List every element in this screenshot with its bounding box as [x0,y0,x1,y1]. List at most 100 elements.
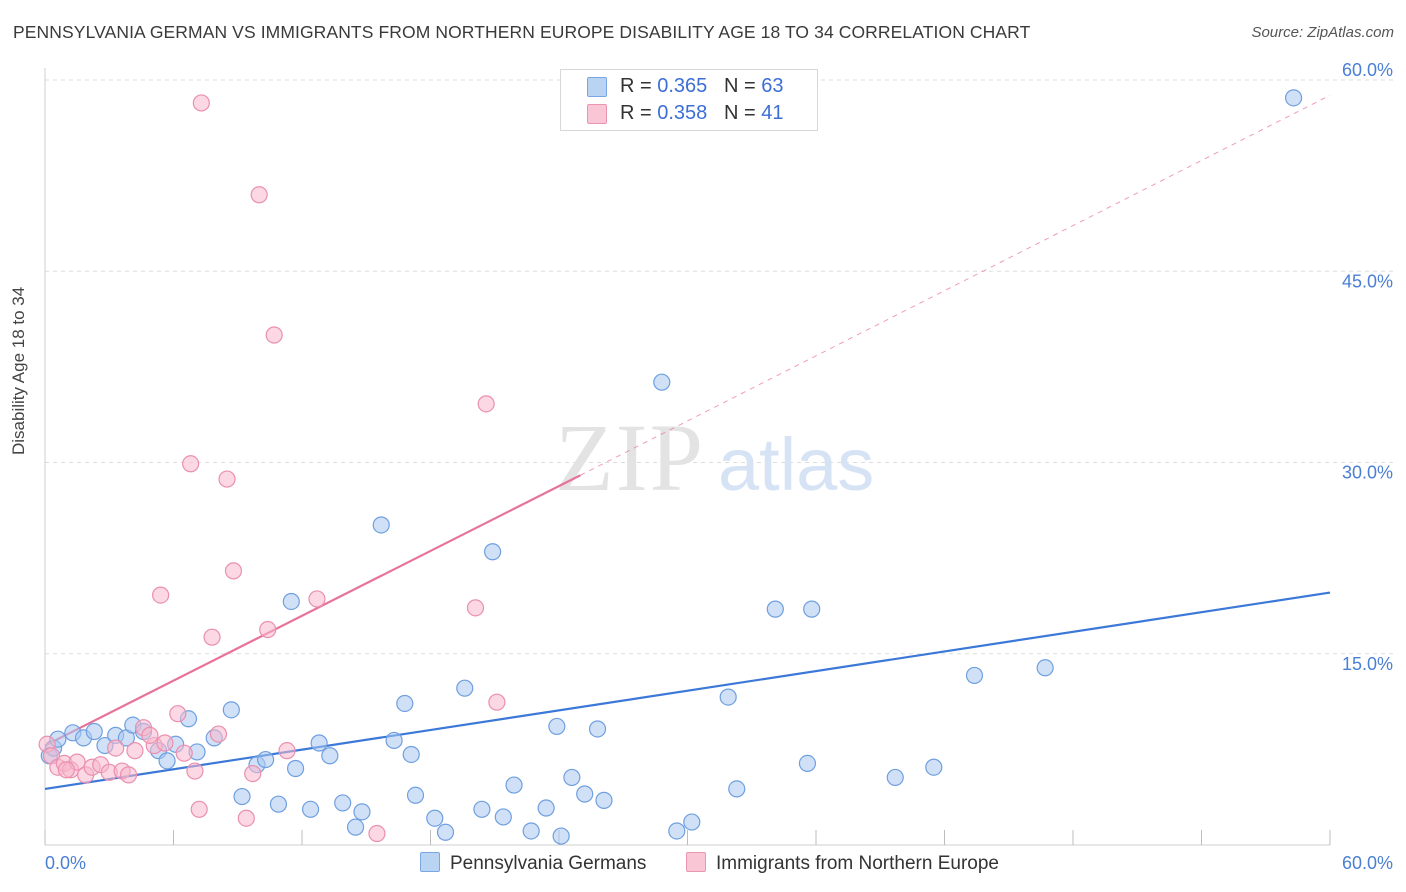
trendline-blue [44,591,1331,790]
point-blue [595,791,613,809]
point-pink [192,94,210,112]
point-blue [798,754,817,773]
y-tick-label: 45.0% [1342,271,1393,291]
legend-n-value-1: 63 [761,75,784,97]
point-blue [683,813,701,831]
bottom-legend-swatch-blue [420,852,440,872]
point-blue [473,800,491,818]
point-blue [484,543,502,561]
gridlines [45,79,1395,655]
point-blue [346,818,365,836]
point-pink [169,705,187,723]
point-blue [494,808,512,826]
point-blue [233,787,251,806]
point-blue [588,720,607,738]
legend-r-value-1: 0.365 [657,75,708,97]
point-pink [203,628,221,646]
watermark: ZIP atlas [555,404,874,511]
point-blue [310,734,328,752]
x-tick-label-max: 60.0% [1342,853,1393,873]
point-blue [668,822,686,840]
point-blue [456,679,474,697]
point-blue [334,794,352,812]
point-blue [552,827,570,845]
point-blue [1284,89,1303,107]
watermark-zip: ZIP [555,404,705,511]
point-pink [466,599,485,617]
point-blue [256,750,275,769]
legend-swatch-pink [587,104,607,124]
point-blue [282,592,300,611]
y-tick-label: 60.0% [1342,60,1393,80]
point-blue [576,785,594,803]
point-pink [182,455,200,473]
point-pink [141,726,159,744]
point-blue [965,666,984,685]
point-blue [396,694,414,713]
point-pink [190,800,208,818]
legend-r-label-1: R = [620,75,658,97]
point-pink [368,824,386,843]
bottom-legend-label-2: Immigrants from Northern Europe [716,853,999,874]
legend-n-label-2: N = [723,102,762,124]
y-tick-label: 30.0% [1342,463,1393,483]
point-pink [224,562,243,580]
point-blue [548,717,566,736]
bottom-legend-series1: Pennsylvania Germans [420,852,646,875]
point-pink [209,725,228,743]
point-blue [402,745,420,764]
point-blue [766,600,784,618]
point-pink [175,744,193,762]
point-blue [886,768,904,787]
legend-n-label-1: N = [723,75,762,97]
point-blue [269,795,288,813]
point-pink [156,734,174,752]
chart-title: PENNSYLVANIA GERMAN VS IMMIGRANTS FROM N… [13,22,1031,42]
point-blue [286,759,305,778]
watermark-atlas: atlas [718,423,874,506]
legend-r-label-2: R = [620,102,658,124]
point-blue [653,373,671,391]
point-blue [505,776,523,794]
y-tick-label: 15.0% [1342,654,1393,674]
legend-r-value-2: 0.358 [657,102,708,124]
point-blue [563,768,581,787]
trendline-pink [44,474,581,747]
point-blue [158,752,176,770]
point-blue [301,800,320,818]
bottom-legend-series2: Immigrants from Northern Europe [686,852,999,875]
source-label: Source: ZipAtlas.com [1251,24,1394,41]
point-pink [119,766,138,784]
point-blue [719,688,737,706]
bottom-legend-label-1: Pennsylvania Germans [450,853,647,874]
point-blue [222,701,240,719]
point-pink [244,764,262,783]
point-blue [372,516,390,534]
bottom-legend-swatch-pink [686,852,706,872]
point-blue [728,780,746,798]
point-pink [218,470,236,488]
legend-swatch-blue [587,77,607,97]
point-blue [385,731,403,750]
point-pink [57,761,76,779]
legend-n-value-2: 41 [761,102,784,124]
point-pink [152,586,170,604]
point-blue [436,823,455,841]
point-pink [250,186,268,204]
y-axis-label: Disability Age 18 to 34 [9,286,28,455]
point-pink [186,762,204,780]
point-blue [803,600,821,618]
point-blue [406,786,425,804]
point-blue [353,803,371,821]
trendline-pink-extension [580,94,1331,476]
point-blue [321,747,339,765]
points [38,89,1303,845]
point-pink [126,742,144,760]
tick-labels: 15.0% 30.0% 45.0% 60.0% 0.0% 60.0% [45,60,1393,873]
point-pink [107,739,125,757]
point-pink [488,693,506,711]
point-pink [308,590,326,608]
point-blue [522,822,540,840]
x-tick-label-min: 0.0% [45,853,86,873]
